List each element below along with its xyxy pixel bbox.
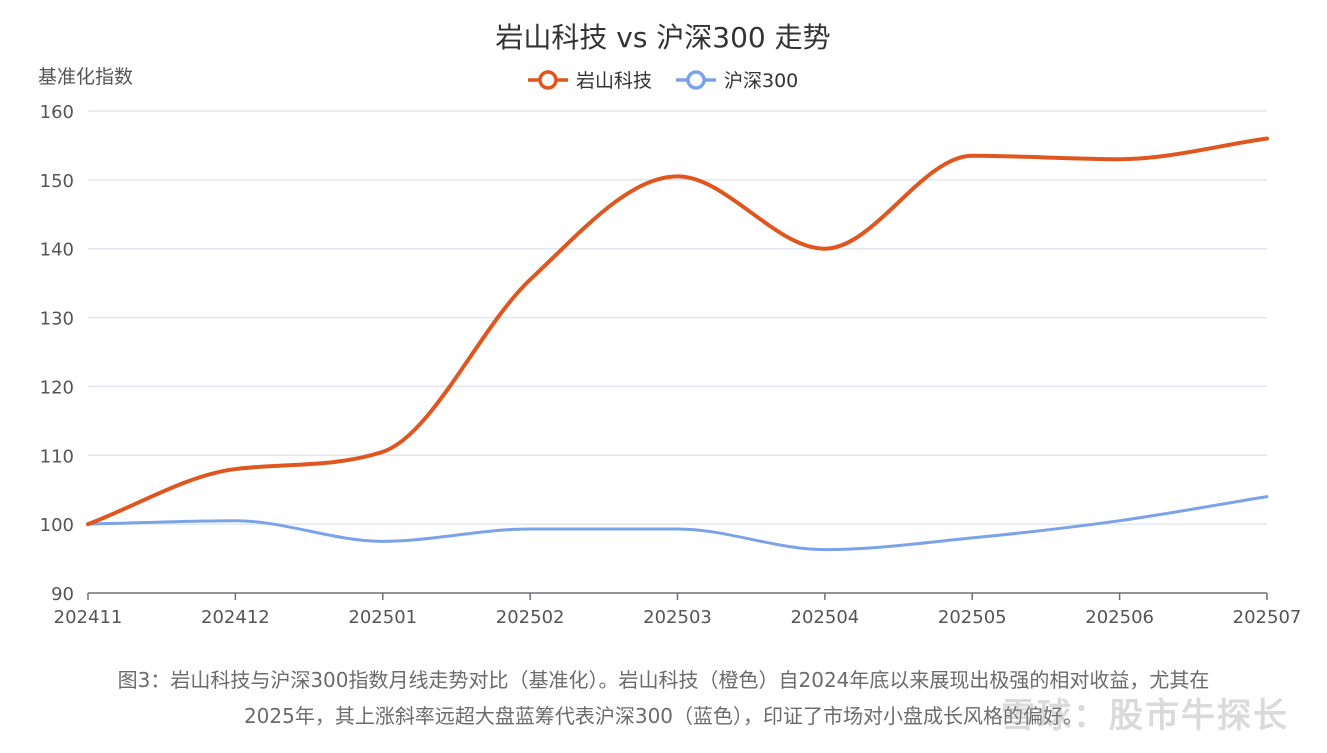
x-tick-label: 202507 xyxy=(1233,607,1302,628)
x-tick-label: 202504 xyxy=(791,607,860,628)
legend-item[interactable]: 沪深300 xyxy=(676,70,798,92)
legend-marker xyxy=(686,70,706,90)
y-tick-label: 160 xyxy=(40,102,74,123)
y-tick-label: 110 xyxy=(40,446,74,467)
x-tick-label: 202505 xyxy=(938,607,1007,628)
axes: 90 100 110 120 130 140 150 160 202411 202412 20250… xyxy=(40,102,1302,628)
y-tick-label: 140 xyxy=(40,240,74,261)
y-tick-label: 90 xyxy=(51,584,74,605)
y-tick-label: 100 xyxy=(40,515,74,536)
x-tick-label: 202412 xyxy=(201,607,270,628)
x-tick-label: 202503 xyxy=(643,607,712,628)
legend-label: 沪深300 xyxy=(724,70,798,92)
caption-line-2: 2025年，其上涨斜率远超大盘蓝筹代表沪深300（蓝色），印证了市场对小盘成长风… xyxy=(243,704,1084,728)
caption-line-1: 图3：岩山科技与沪深300指数月线走势对比（基准化）。岩山科技（橙色）自2024… xyxy=(117,668,1210,692)
series-line xyxy=(86,136,1269,527)
x-tick-label: 202502 xyxy=(496,607,565,628)
y-tick-label: 150 xyxy=(40,171,74,192)
y-tick-label: 130 xyxy=(40,309,74,330)
series-line xyxy=(86,495,1269,552)
legend-item[interactable]: 岩山科技 xyxy=(528,70,652,92)
figure-caption: 图3：岩山科技与沪深300指数月线走势对比（基准化）。岩山科技（橙色）自2024… xyxy=(0,662,1327,734)
grid-lines xyxy=(88,110,1267,525)
x-tick-label: 202411 xyxy=(54,607,123,628)
chart-title: 岩山科技 vs 沪深300 走势 xyxy=(495,21,830,54)
x-tick-label: 202506 xyxy=(1085,607,1154,628)
y-axis-label: 基准化指数 xyxy=(38,66,133,88)
line-chart: 岩山科技 vs 沪深300 走势 基准化指数 岩山科技 沪深300 90 100 11… xyxy=(38,21,1302,628)
watermark: 雪球：股市牛探长 xyxy=(1001,696,1289,736)
series-layer xyxy=(86,136,1269,552)
legend-label: 岩山科技 xyxy=(576,70,652,92)
x-tick-label: 202501 xyxy=(348,607,417,628)
y-tick-label: 120 xyxy=(40,377,74,398)
legend[interactable]: 岩山科技 沪深300 xyxy=(528,70,798,92)
legend-marker xyxy=(538,70,558,90)
